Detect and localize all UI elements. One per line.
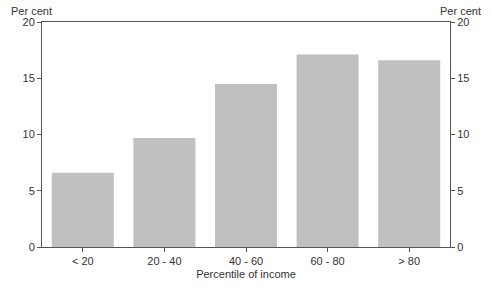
svg-text:> 80: > 80 — [398, 255, 420, 267]
svg-text:0: 0 — [29, 241, 35, 253]
svg-text:10: 10 — [23, 128, 35, 140]
svg-text:20: 20 — [23, 16, 35, 28]
svg-text:Percentile of income: Percentile of income — [196, 268, 296, 280]
svg-text:15: 15 — [23, 72, 35, 84]
svg-text:5: 5 — [457, 185, 463, 197]
svg-text:< 20: < 20 — [72, 255, 94, 267]
svg-text:5: 5 — [29, 185, 35, 197]
svg-text:15: 15 — [457, 72, 469, 84]
svg-text:0: 0 — [457, 241, 463, 253]
svg-text:60 - 80: 60 - 80 — [310, 255, 344, 267]
svg-text:20: 20 — [457, 16, 469, 28]
svg-text:10: 10 — [457, 128, 469, 140]
svg-text:20 - 40: 20 - 40 — [147, 255, 181, 267]
svg-text:40 - 60: 40 - 60 — [229, 255, 263, 267]
svg-text:Per cent: Per cent — [11, 5, 52, 17]
svg-text:Per cent: Per cent — [440, 5, 481, 17]
